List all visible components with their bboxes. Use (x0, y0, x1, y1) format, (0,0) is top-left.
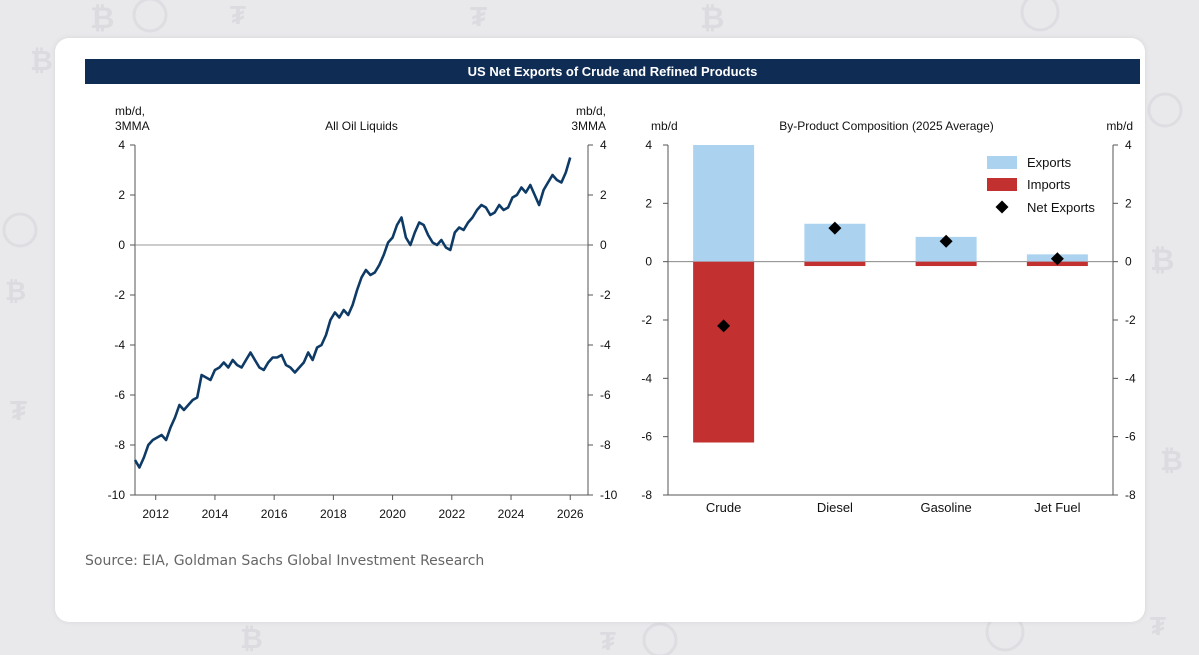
imports-bar (804, 261, 866, 267)
svg-text:₿: ₿ (1150, 244, 1174, 277)
left-chart-y-tick-label-right: 0 (600, 238, 607, 252)
right-chart-y-tick-label: -6 (641, 430, 652, 444)
left-chart-x-tick-label: 2012 (142, 507, 169, 521)
left-chart-y-tick-label: 0 (118, 238, 125, 252)
right-chart-y-tick-label-right: -6 (1125, 430, 1136, 444)
left-chart-y-tick-label: -4 (114, 338, 125, 352)
left-chart-series-line (133, 157, 572, 469)
svg-text:₿: ₿ (30, 45, 53, 76)
svg-text:₮: ₮ (470, 1, 487, 32)
left-chart-y-label-right: 3MMA (571, 119, 606, 133)
left-chart-y-label: 3MMA (115, 119, 150, 133)
left-chart-y-tick-label-right: 4 (600, 138, 607, 152)
chart-card: US Net Exports of Crude and Refined Prod… (55, 38, 1145, 622)
left-chart-y-tick-label-right: -4 (600, 338, 611, 352)
svg-text:₮: ₮ (1150, 611, 1166, 641)
left-chart-x-tick-label: 2026 (557, 507, 584, 521)
right-chart-y-tick-label: -8 (641, 488, 652, 502)
left-chart-y-tick-label: -6 (114, 388, 125, 402)
left-chart-y-tick-label: -10 (108, 488, 126, 502)
left-chart-x-tick-label: 2024 (498, 507, 525, 521)
right-chart-category-label: Gasoline (920, 500, 971, 515)
left-chart-y-tick-label-right: -2 (600, 288, 611, 302)
right-chart-y-tick-label: 0 (645, 255, 652, 269)
left-chart-x-tick-label: 2022 (438, 507, 465, 521)
left-chart-y-tick-label: 4 (118, 138, 125, 152)
net-exports-marker (717, 319, 731, 333)
imports-bar (915, 261, 977, 267)
left-chart-x-tick-label: 2020 (379, 507, 406, 521)
right-chart-y-tick-label-right: 0 (1125, 255, 1132, 269)
left-chart-x-tick-label: 2016 (261, 507, 288, 521)
imports-bar (693, 261, 755, 443)
left-chart-y-tick-label: -8 (114, 438, 125, 452)
right-chart-y-tick-label-right: 2 (1125, 196, 1132, 210)
left-chart-y-tick-label-right: -8 (600, 438, 611, 452)
exports-bar (693, 145, 755, 262)
right-chart-y-tick-label: 2 (645, 196, 652, 210)
right-chart-y-tick-label-right: -4 (1125, 371, 1136, 385)
legend-exports-swatch (987, 156, 1017, 169)
legend-imports-swatch (987, 178, 1017, 191)
svg-text:₮: ₮ (10, 395, 27, 426)
left-chart-title: All Oil Liquids (325, 119, 398, 133)
right-chart-y-tick-label: -2 (641, 313, 652, 327)
right-chart-category-label: Jet Fuel (1034, 500, 1080, 515)
left-chart-y-tick-label-right: -6 (600, 388, 611, 402)
svg-text:₮: ₮ (600, 626, 616, 655)
net-exports-marker (1050, 252, 1064, 266)
svg-text:₿: ₿ (1160, 445, 1183, 476)
left-chart-y-tick-label-right: 2 (600, 188, 607, 202)
right-chart-y-label: mb/d (651, 119, 678, 133)
right-chart-y-tick-label-right: 4 (1125, 138, 1132, 152)
left-chart-y-label: mb/d, (115, 104, 145, 118)
net-exports-marker (939, 234, 953, 248)
svg-text:₿: ₿ (90, 2, 114, 35)
source-note: Source: EIA, Goldman Sachs Global Invest… (85, 553, 485, 569)
right-chart-y-label-right: mb/d (1106, 119, 1133, 133)
chart-banner-title: US Net Exports of Crude and Refined Prod… (85, 59, 1140, 84)
left-chart-y-tick-label-right: -10 (600, 488, 618, 502)
right-chart-y-tick-label: 4 (645, 138, 652, 152)
net-exports-marker (828, 221, 842, 235)
right-chart-title: By-Product Composition (2025 Average) (779, 119, 994, 133)
left-chart-x-tick-label: 2018 (320, 507, 347, 521)
right-chart-y-tick-label: -4 (641, 371, 652, 385)
svg-text:₿: ₿ (240, 623, 263, 654)
legend-net-exports-label: Net Exports (1027, 200, 1095, 215)
left-chart-y-tick-label: -2 (114, 288, 125, 302)
svg-text:₿: ₿ (700, 2, 724, 35)
right-chart-y-tick-label-right: -8 (1125, 488, 1136, 502)
legend-exports-label: Exports (1027, 155, 1072, 170)
right-chart-category-label: Crude (706, 500, 741, 515)
legend-imports-label: Imports (1027, 177, 1071, 192)
right-chart-category-label: Diesel (817, 500, 853, 515)
svg-text:₮: ₮ (230, 0, 246, 30)
left-chart-x-tick-label: 2014 (202, 507, 229, 521)
right-chart-y-tick-label-right: -2 (1125, 313, 1136, 327)
legend-net-exports-marker (995, 200, 1009, 214)
svg-text:₿: ₿ (5, 276, 26, 306)
left-chart-y-tick-label: 2 (118, 188, 125, 202)
left-chart-y-label-right: mb/d, (576, 104, 606, 118)
